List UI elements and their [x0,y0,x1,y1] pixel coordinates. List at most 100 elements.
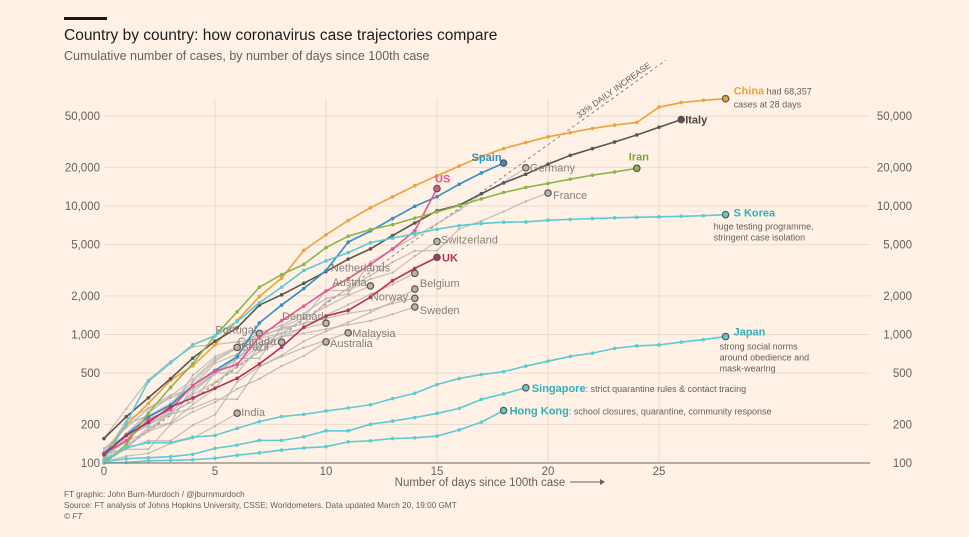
point-netherlands [125,426,128,429]
series-note-hong-kong: : school closures, quarantine, community… [569,407,772,417]
point-s-korea [413,231,417,236]
point-italy [590,146,595,151]
point-s-korea [191,342,195,347]
point-japan [457,376,462,381]
point-japan [701,337,706,342]
point-china [568,130,572,135]
point-france [502,210,505,213]
point-hong-kong [435,434,439,438]
point-germany [413,235,416,238]
point-hong-kong [302,446,306,450]
point-austria [347,294,350,297]
point-spain [324,268,328,273]
x-tick-label: 10 [320,466,333,478]
point-japan [612,346,617,351]
point-belgium [213,397,217,401]
point-singapore [390,419,395,423]
point-singapore [213,446,217,451]
point-singapore [324,429,328,433]
point-germany [191,374,194,377]
point-s-korea [612,216,617,220]
series-note-s-korea: huge testing programme, [714,222,814,232]
point-us [235,362,239,367]
point-india [125,454,128,458]
endpoint-netherlands [410,269,419,278]
point-s-korea [701,213,706,218]
point-iran [524,185,528,190]
point-uk [191,396,195,400]
point-hong-kong [146,459,151,463]
endpoint-japan [721,332,730,341]
point-iran [168,385,173,390]
endpoint-belgium [410,285,419,293]
point-china [302,248,306,253]
y-tick-label-right: 10,000 [877,201,912,213]
point-japan [124,445,128,450]
point-spain [146,415,151,419]
point-malaysia [191,423,194,427]
endpoint-australia [322,338,330,346]
point-s-korea [235,319,239,324]
footer-copyright: © FT [64,512,83,521]
point-uk [279,345,284,349]
point-austria [324,305,328,308]
point-spain [413,204,417,209]
point-china [435,173,439,178]
point-sweden [280,335,283,338]
y-tick-label-right: 2,000 [883,291,912,303]
point-australia [169,423,172,426]
point-china [346,218,351,223]
point-hong-kong [368,438,373,443]
series-label-s-korea: S Korea [734,208,776,220]
point-singapore [124,456,128,461]
point-china [479,154,484,159]
point-canada [191,393,194,396]
point-germany [435,222,439,225]
y-tick-label-left: 1,000 [71,330,100,342]
point-spain [279,303,284,307]
chart-footer: FT graphic: John Burn-Murdoch / @jburnmu… [64,489,457,522]
y-tick-label-right: 500 [893,368,912,380]
point-italy [657,125,661,130]
point-japan [257,419,262,424]
endpoint-austria [366,282,375,290]
point-germany [302,312,305,315]
point-us [324,289,328,293]
point-belgium [169,413,172,416]
point-us [390,247,395,251]
series-note-japan: around obedience and [720,353,810,363]
series-label-malaysia: Malaysia [352,328,396,340]
series-label-iran: Iran [629,151,649,163]
point-australia [191,410,194,414]
point-japan [546,359,550,363]
point-hong-kong [413,436,417,440]
point-belgium [191,406,194,410]
point-brazil [213,359,217,363]
endpoint-norway [410,294,419,303]
point-s-korea [213,333,217,338]
point-hong-kong [279,448,284,452]
point-belgium [302,340,305,343]
series-line-germany [103,167,527,449]
point-uk [368,295,373,300]
point-italy [568,153,572,158]
point-australia [258,377,261,381]
point-malaysia [213,413,217,416]
point-japan [390,396,395,401]
endpoint-switzerland [433,237,441,246]
ft-title-bar [64,17,107,20]
point-s-korea [124,421,128,426]
x-axis-label: Number of days since 100th case [395,477,566,489]
point-france [347,287,350,290]
series-line-singapore [103,386,527,463]
point-uk [168,405,173,409]
series-label-sweden: Sweden [420,305,460,317]
point-italy [479,191,484,196]
series-label-germany: Germany [530,163,576,175]
point-italy [368,247,373,251]
point-s-korea [501,220,506,225]
footer-source: Source: FT analysis of Johns Hopkins Uni… [64,501,457,510]
point-iran [368,227,373,232]
point-uk [146,420,151,425]
